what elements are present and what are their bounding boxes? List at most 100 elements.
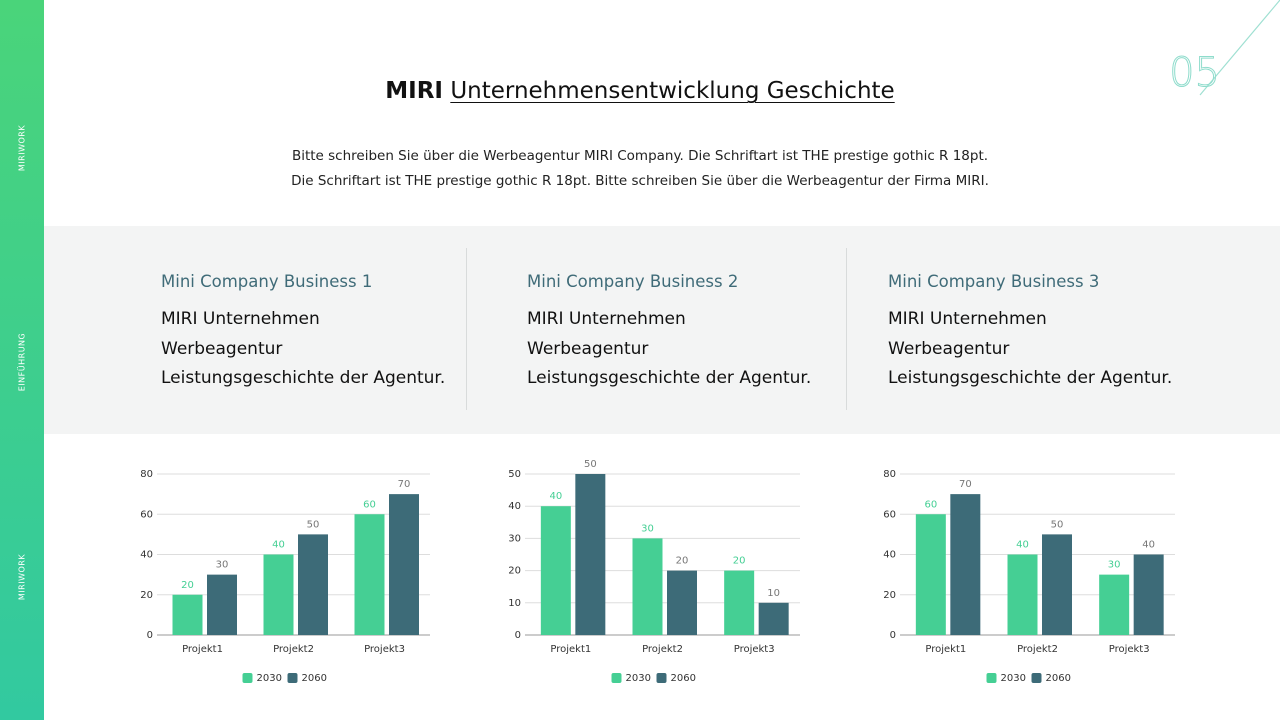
data-label: 60: [924, 499, 937, 510]
data-label: 40: [272, 540, 285, 551]
card-line: Werbeagentur: [527, 338, 649, 359]
title: MIRI Unternehmensentwicklung Geschichte: [0, 78, 1280, 104]
x-tick-label: Projekt2: [1017, 644, 1058, 655]
card-heading: Mini Company Business 2: [527, 272, 739, 291]
data-label: 40: [1016, 540, 1029, 551]
title-underlined: Unternehmensentwicklung Geschichte: [450, 78, 895, 104]
y-tick-label: 40: [883, 550, 896, 561]
bar: [389, 494, 419, 635]
bar: [263, 554, 294, 635]
legend-label: 2060: [1046, 673, 1071, 684]
card: Mini Company Business 1 MIRI Unternehmen W…: [161, 272, 445, 394]
bar: [632, 538, 663, 635]
card-line: Leistungsgeschichte der Agentur.: [888, 368, 1173, 388]
y-tick-label: 0: [147, 630, 153, 641]
bar: [1133, 554, 1164, 635]
bar: [667, 570, 697, 635]
legend-swatch: [287, 673, 298, 683]
bar: [1099, 574, 1130, 635]
divider: [466, 248, 467, 410]
bar: [207, 574, 237, 635]
card-line: Werbeagentur: [161, 338, 283, 359]
data-label: 30: [1108, 560, 1121, 571]
bar: [354, 514, 385, 635]
card-line: Leistungsgeschichte der Agentur.: [161, 368, 446, 388]
y-tick-label: 80: [883, 469, 896, 480]
x-tick-label: Projekt2: [273, 644, 314, 655]
y-tick-label: 50: [508, 469, 521, 480]
bar: [540, 506, 571, 635]
data-label: 20: [676, 556, 689, 567]
data-label: 20: [733, 556, 746, 567]
x-tick-label: Projekt1: [182, 644, 223, 655]
bar: [575, 474, 606, 635]
y-tick-label: 10: [508, 598, 521, 609]
data-label: 70: [398, 479, 411, 490]
bar: [950, 494, 981, 635]
card-heading: Mini Company Business 3: [888, 272, 1100, 291]
y-tick-label: 20: [508, 566, 521, 577]
data-label: 10: [767, 588, 780, 599]
legend-swatch: [611, 673, 622, 683]
data-label: 50: [307, 519, 320, 530]
x-tick-label: Projekt1: [925, 644, 966, 655]
legend-swatch: [242, 673, 253, 683]
y-tick-label: 40: [140, 550, 153, 561]
card-line: MIRI Unternehmen: [161, 309, 320, 329]
data-label: 70: [959, 479, 972, 490]
intro-line: Bitte schreiben Sie über die Werbeagentu…: [291, 148, 989, 164]
legend-label: 2060: [671, 673, 696, 684]
bar: [1042, 534, 1072, 635]
data-label: 50: [1051, 519, 1064, 530]
data-label: 40: [1142, 540, 1155, 551]
bar: [915, 514, 946, 635]
x-tick-label: Projekt3: [734, 644, 775, 655]
divider: [846, 248, 847, 410]
page-number: 05: [1169, 50, 1221, 97]
card-line: Werbeagentur: [888, 338, 1010, 359]
y-tick-label: 40: [508, 501, 521, 512]
legend-label: 2030: [257, 673, 282, 684]
legend-label: 2030: [626, 673, 651, 684]
decor-line: [1199, 0, 1280, 96]
card: Mini Company Business 3 MIRI Unternehmen W…: [888, 272, 1172, 394]
y-tick-label: 0: [890, 630, 896, 641]
x-tick-label: Projekt2: [642, 644, 683, 655]
legend-label: 2030: [1001, 673, 1026, 684]
data-label: 30: [641, 523, 654, 534]
y-tick-label: 60: [883, 509, 896, 520]
y-tick-label: 20: [883, 590, 896, 601]
sidebar-label: EINFÜHRUNG: [17, 332, 27, 392]
y-tick-label: 80: [140, 469, 153, 480]
bar: [724, 570, 755, 635]
bar: [172, 594, 203, 635]
card-line: MIRI Unternehmen: [888, 309, 1047, 329]
legend-swatch: [1031, 673, 1042, 683]
card: Mini Company Business 2 MIRI Unternehmen W…: [527, 272, 811, 394]
legend-swatch: [656, 673, 667, 683]
bar: [1007, 554, 1038, 635]
legend-swatch: [986, 673, 997, 683]
data-label: 50: [584, 459, 597, 470]
bar: [758, 602, 789, 635]
legend-label: 2060: [302, 673, 327, 684]
card-heading: Mini Company Business 1: [161, 272, 373, 291]
data-label: 20: [181, 580, 194, 591]
y-tick-label: 0: [515, 630, 521, 641]
data-label: 40: [549, 491, 562, 502]
y-tick-label: 30: [508, 533, 521, 544]
card-line: MIRI Unternehmen: [527, 309, 686, 329]
y-tick-label: 20: [140, 590, 153, 601]
cards-band: [44, 226, 1280, 434]
data-label: 30: [216, 560, 229, 571]
title-bold: MIRI: [385, 78, 443, 104]
x-tick-label: Projekt1: [550, 644, 591, 655]
sidebar: MIRIWORK EINFÜHRUNG MIRIWORK: [0, 0, 44, 720]
x-tick-label: Projekt3: [1109, 644, 1150, 655]
data-label: 60: [363, 499, 376, 510]
bar: [298, 534, 328, 635]
intro-line: Die Schriftart ist THE prestige gothic R…: [291, 173, 989, 189]
card-line: Leistungsgeschichte der Agentur.: [527, 368, 812, 388]
charts: 020406080Projekt12030Projekt24050Projekt…: [140, 459, 1175, 684]
